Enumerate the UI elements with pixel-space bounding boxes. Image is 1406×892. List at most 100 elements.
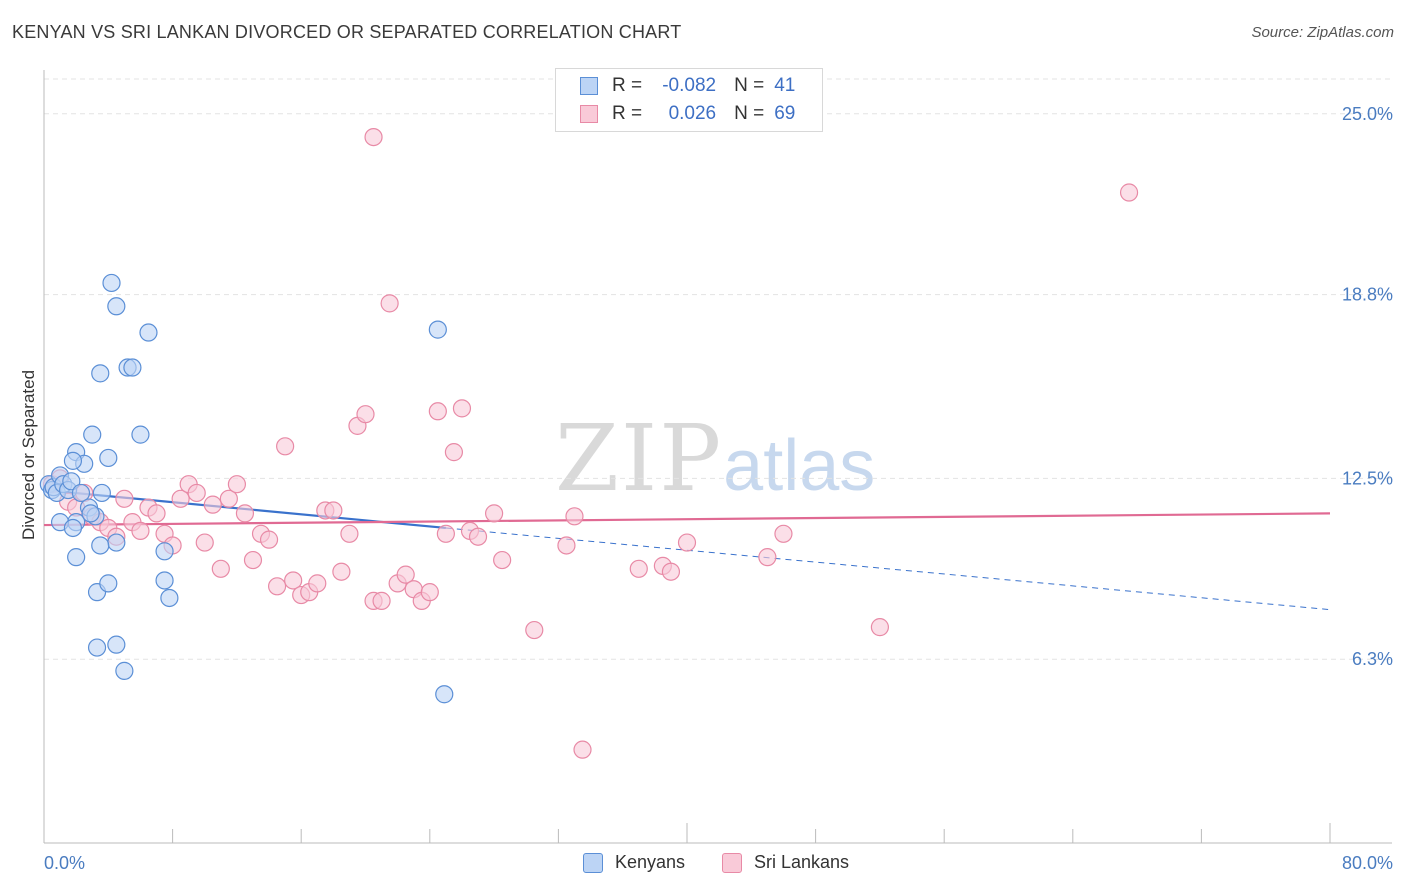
kenyan-n-label: N = xyxy=(734,75,765,96)
watermark: ZIPatlas xyxy=(555,405,875,512)
series-legend: Kenyans Sri Lankans xyxy=(0,852,1406,876)
kenyan-swatch xyxy=(580,77,598,95)
srilankan-n-value: 69 xyxy=(774,103,796,124)
legend-srilankans-swatch xyxy=(722,852,742,873)
data-points xyxy=(39,127,1139,759)
srilankan-point xyxy=(485,504,504,523)
legend-kenyans-swatch xyxy=(583,852,603,873)
srilankan-r-label: R = xyxy=(612,103,643,124)
kenyan-point xyxy=(115,661,134,680)
axes xyxy=(43,70,1392,844)
kenyan-point xyxy=(107,297,126,316)
kenyan-point xyxy=(131,425,150,444)
y-axis-label: Divorced or Separated xyxy=(19,370,38,540)
kenyan-point xyxy=(81,504,100,523)
kenyan-point xyxy=(155,571,174,590)
kenyan-point xyxy=(67,548,86,567)
srilankan-point xyxy=(276,437,295,456)
srilankan-point xyxy=(677,533,697,552)
legend-item-kenyans[interactable]: Kenyans xyxy=(583,852,685,873)
kenyan-point xyxy=(102,273,121,293)
chart-title: KENYAN VS SRI LANKAN DIVORCED OR SEPARAT… xyxy=(12,22,682,42)
srilankan-point xyxy=(870,618,890,637)
y-tick-label: 25.0% xyxy=(1342,104,1393,124)
srilankan-point xyxy=(171,489,190,508)
srilankan-point xyxy=(573,740,592,759)
srilankan-point xyxy=(380,294,399,313)
srilankan-point xyxy=(364,127,383,147)
srilankan-point xyxy=(774,524,793,543)
srilankan-point xyxy=(420,583,439,602)
srilankan-point xyxy=(428,402,447,421)
grid-lines xyxy=(44,78,1392,660)
kenyan-point xyxy=(428,320,447,339)
srilankan-point xyxy=(227,475,246,494)
kenyan-point xyxy=(63,451,83,470)
kenyan-point xyxy=(62,472,81,491)
srilankan-point xyxy=(493,550,512,570)
srilankan-point xyxy=(372,591,391,610)
srilankan-point xyxy=(187,483,206,503)
kenyan-trend-extension xyxy=(445,527,1331,611)
srilankan-point xyxy=(284,571,303,590)
stats-legend: R = -0.082 N = 41 R = 0.026 N = 69 xyxy=(555,68,823,132)
kenyan-point xyxy=(92,483,111,503)
srilankan-trend-line xyxy=(43,512,1331,527)
kenyan-point xyxy=(155,542,174,561)
y-tick-label: 12.5% xyxy=(1342,468,1393,488)
srilankan-point xyxy=(356,405,375,424)
srilankan-point xyxy=(557,536,576,555)
kenyan-point xyxy=(91,364,110,383)
kenyan-point xyxy=(71,483,91,503)
tick-labels: 6.3% 12.5% 18.8% 25.0% 0.0% 80.0% xyxy=(44,104,1393,873)
srilankan-point xyxy=(219,489,238,508)
kenyan-point xyxy=(91,536,110,555)
srilankan-point xyxy=(436,524,455,543)
x-tick-label-min: 0.0% xyxy=(44,853,85,873)
srilankan-point xyxy=(444,443,464,462)
srilankan-point xyxy=(1119,183,1139,202)
srilankan-point xyxy=(131,521,150,540)
kenyan-point xyxy=(87,638,107,657)
legend-item-sri-lankans[interactable]: Sri Lankans xyxy=(722,852,849,873)
y-tick-label: 6.3% xyxy=(1352,649,1393,669)
x-tick-label-max: 80.0% xyxy=(1342,853,1393,873)
kenyan-point xyxy=(139,323,158,342)
srilankan-point xyxy=(661,562,681,581)
legend-kenyans-label: Kenyans xyxy=(615,852,686,872)
kenyan-point xyxy=(63,518,83,538)
srilankan-point xyxy=(525,620,544,640)
srilankan-point xyxy=(147,504,166,523)
kenyan-n-value: 41 xyxy=(774,75,796,96)
srilankan-point xyxy=(468,527,488,546)
srilankan-point xyxy=(203,495,222,514)
srilankan-point xyxy=(758,548,777,567)
watermark-zip: ZIP xyxy=(555,405,724,512)
kenyan-r-label: R = xyxy=(612,75,643,96)
srilankan-point xyxy=(267,577,287,596)
legend-srilankans-label: Sri Lankans xyxy=(754,852,850,872)
kenyan-point xyxy=(160,588,179,608)
legend-row-kenyans: R = -0.082 N = 41 xyxy=(580,74,795,98)
srilankan-point xyxy=(211,559,230,578)
srilankan-point xyxy=(332,562,351,581)
srilankan-point xyxy=(308,574,327,593)
srilankan-point xyxy=(243,550,263,570)
legend-row-sri-lankans: R = 0.026 N = 69 xyxy=(580,102,795,126)
kenyan-point xyxy=(83,425,102,444)
kenyan-point xyxy=(435,685,454,704)
srilankan-point xyxy=(235,504,255,523)
srilankan-point xyxy=(324,501,343,520)
kenyan-point xyxy=(107,533,126,552)
srilankan-point xyxy=(340,524,359,543)
srilankan-point xyxy=(195,533,214,552)
kenyan-point xyxy=(99,448,118,468)
srilankan-point xyxy=(396,565,415,584)
watermark-atlas: atlas xyxy=(723,426,876,506)
kenyan-point xyxy=(99,574,118,593)
srilankan-point xyxy=(565,507,584,526)
srilankan-n-label: N = xyxy=(734,103,765,124)
srilankan-point xyxy=(629,559,648,578)
kenyan-point xyxy=(123,358,142,377)
